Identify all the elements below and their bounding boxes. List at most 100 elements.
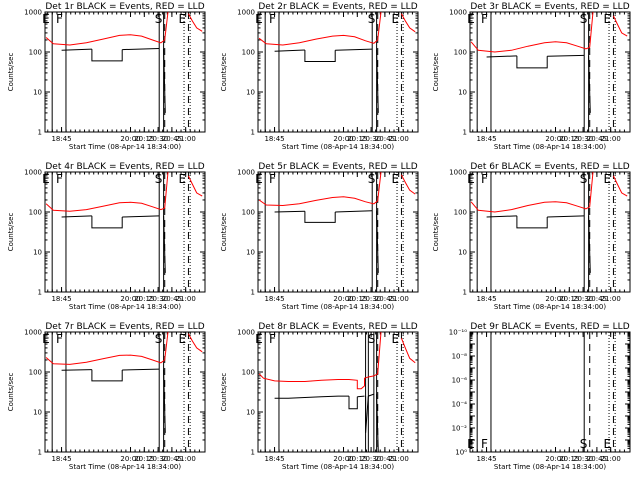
- x-tick-label: 21:00: [601, 295, 621, 303]
- marker-label: E: [42, 332, 50, 346]
- plot-frame: [469, 171, 631, 293]
- x-axis-label: Start Time (08-Apr-14 18:34:00): [282, 303, 394, 311]
- events-series-line: [335, 210, 373, 213]
- events-series-line: [122, 215, 160, 218]
- y-tick-label: 100: [454, 49, 467, 57]
- marker-label: E: [391, 12, 399, 26]
- marker-label: S: [368, 12, 376, 26]
- x-tick-label: 20:30: [148, 295, 168, 303]
- y-axis-label: Counts/sec: [220, 53, 228, 92]
- chart-panel-9: Det 9r BLACK = Events, RED = LLD 10⁰ 10⁻² 1…: [449, 322, 631, 471]
- events-series-line: [163, 369, 166, 433]
- events-series-line: [376, 394, 379, 452]
- events-series-line: [335, 48, 373, 51]
- x-tick-label: 20:30: [573, 455, 593, 463]
- marker-label: S: [155, 172, 163, 186]
- x-tick-label: 18:45: [476, 295, 496, 303]
- y-tick-label: 10⁻¹⁰: [449, 329, 467, 337]
- marker-label: F: [269, 172, 276, 186]
- y-axis-label: Counts/sec: [7, 373, 15, 412]
- y-tick-label: 1: [251, 129, 255, 137]
- marker-label: E: [603, 12, 611, 26]
- chart-panel-5: Det 5r BLACK = Events, RED = LLD 1 10 100 10…: [220, 162, 419, 311]
- x-tick-label: 20:45: [162, 455, 182, 463]
- marker-label: E: [178, 12, 186, 26]
- events-series-line: [516, 215, 548, 229]
- lld-series-line: [612, 15, 628, 37]
- x-tick-label: 20:30: [573, 135, 593, 143]
- marker-label: F: [481, 172, 488, 186]
- lld-series-line: [612, 175, 628, 197]
- y-tick-label: 10: [33, 89, 42, 97]
- events-series-line: [516, 55, 548, 69]
- lld-series-line: [258, 12, 382, 46]
- x-tick-label: 20:00: [120, 455, 140, 463]
- marker-label: S: [155, 332, 163, 346]
- y-tick-label: 1000: [24, 9, 42, 17]
- x-tick-label: 20:45: [375, 135, 395, 143]
- marker-label: E: [42, 12, 50, 26]
- x-tick-label: 20:30: [148, 135, 168, 143]
- events-series-line: [274, 395, 349, 399]
- x-tick-label: 18:45: [51, 135, 71, 143]
- lld-series-line: [187, 13, 203, 32]
- x-tick-label: 18:45: [264, 455, 284, 463]
- marker-label: F: [56, 172, 63, 186]
- chart-panel-1: Det 1r BLACK = Events, RED = LLD 1 10 100 10…: [7, 2, 206, 151]
- lld-series-line: [45, 12, 169, 46]
- x-tick-label: 20:00: [120, 135, 140, 143]
- x-tick-label: 20:45: [587, 135, 607, 143]
- y-tick-label: 1: [463, 289, 467, 297]
- events-series-line: [61, 369, 92, 371]
- marker-label: S: [155, 12, 163, 26]
- x-axis-label: Start Time (08-Apr-14 18:34:00): [69, 463, 181, 471]
- events-series-line: [91, 215, 123, 229]
- y-axis-label: Counts/sec: [432, 53, 440, 92]
- marker-label: S: [368, 332, 376, 346]
- chart-title: Det 3r BLACK = Events, RED = LLD: [470, 2, 629, 12]
- events-series-line: [122, 48, 160, 51]
- y-tick-label: 10⁰: [455, 449, 467, 457]
- events-series-line: [304, 211, 336, 223]
- y-axis-label: Counts/sec: [7, 213, 15, 252]
- y-axis-label: Counts/sec: [7, 53, 15, 92]
- y-tick-label: 100: [29, 369, 42, 377]
- x-tick-label: 18:45: [264, 295, 284, 303]
- lld-series-line: [45, 172, 169, 212]
- chart-title: Det 7r BLACK = Events, RED = LLD: [45, 322, 204, 332]
- x-axis-label: Start Time (08-Apr-14 18:34:00): [494, 143, 606, 151]
- chart-panel-7: Det 7r BLACK = Events, RED = LLD 1 10 100 10…: [7, 322, 206, 471]
- marker-label: E: [255, 332, 263, 346]
- chart-title: Det 6r BLACK = Events, RED = LLD: [470, 162, 629, 172]
- events-series-line: [91, 369, 123, 382]
- y-tick-label: 1000: [237, 169, 255, 177]
- lld-series-line: [45, 332, 169, 365]
- x-tick-label: 20:45: [587, 455, 607, 463]
- x-tick-label: 21:00: [176, 455, 196, 463]
- chart-title: Det 8r BLACK = Events, RED = LLD: [258, 322, 417, 332]
- y-tick-label: 10⁻²: [452, 425, 468, 433]
- chart-title: Det 5r BLACK = Events, RED = LLD: [258, 162, 417, 172]
- lld-series-line: [187, 175, 203, 197]
- marker-label: E: [467, 437, 475, 451]
- y-tick-label: 1000: [449, 169, 467, 177]
- marker-label: E: [178, 172, 186, 186]
- marker-label: E: [467, 172, 475, 186]
- marker-label: E: [178, 332, 186, 346]
- events-series-line: [91, 49, 123, 62]
- chart-title: Det 1r BLACK = Events, RED = LLD: [45, 2, 204, 12]
- lld-series-line: [400, 338, 416, 364]
- lld-series-line: [258, 332, 382, 390]
- y-tick-label: 100: [242, 49, 255, 57]
- x-tick-label: 18:45: [51, 455, 71, 463]
- lld-series-line: [470, 172, 594, 213]
- y-tick-label: 10⁻⁸: [452, 353, 468, 361]
- marker-label: E: [603, 172, 611, 186]
- marker-label: E: [42, 172, 50, 186]
- x-tick-label: 20:00: [545, 135, 565, 143]
- events-series-line: [588, 55, 591, 113]
- y-tick-label: 100: [242, 209, 255, 217]
- events-series-line: [274, 49, 305, 52]
- x-tick-label: 20:30: [573, 295, 593, 303]
